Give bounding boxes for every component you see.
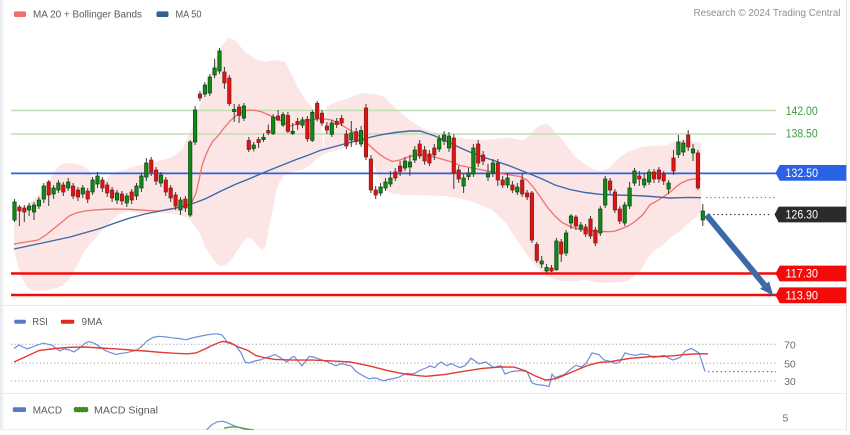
svg-text:MACD Signal: MACD Signal [94,405,158,416]
svg-text:MA 50: MA 50 [176,9,202,20]
svg-text:70: 70 [784,339,796,351]
svg-text:30: 30 [784,376,796,388]
svg-text:126.30: 126.30 [786,210,819,222]
svg-text:Research © 2024 Trading Centra: Research © 2024 Trading Central [694,7,841,19]
svg-text:5: 5 [783,413,789,425]
svg-text:MA 20 + Bollinger Bands: MA 20 + Bollinger Bands [33,9,142,20]
svg-text:132.50: 132.50 [786,168,819,180]
svg-text:117.30: 117.30 [786,269,819,281]
svg-text:MACD: MACD [33,405,62,416]
svg-text:113.90: 113.90 [786,291,819,303]
svg-text:RSI: RSI [32,317,48,328]
svg-text:142.00: 142.00 [786,106,818,118]
svg-text:50: 50 [784,358,796,370]
svg-text:9MA: 9MA [82,317,103,328]
svg-text:138.50: 138.50 [786,129,818,141]
